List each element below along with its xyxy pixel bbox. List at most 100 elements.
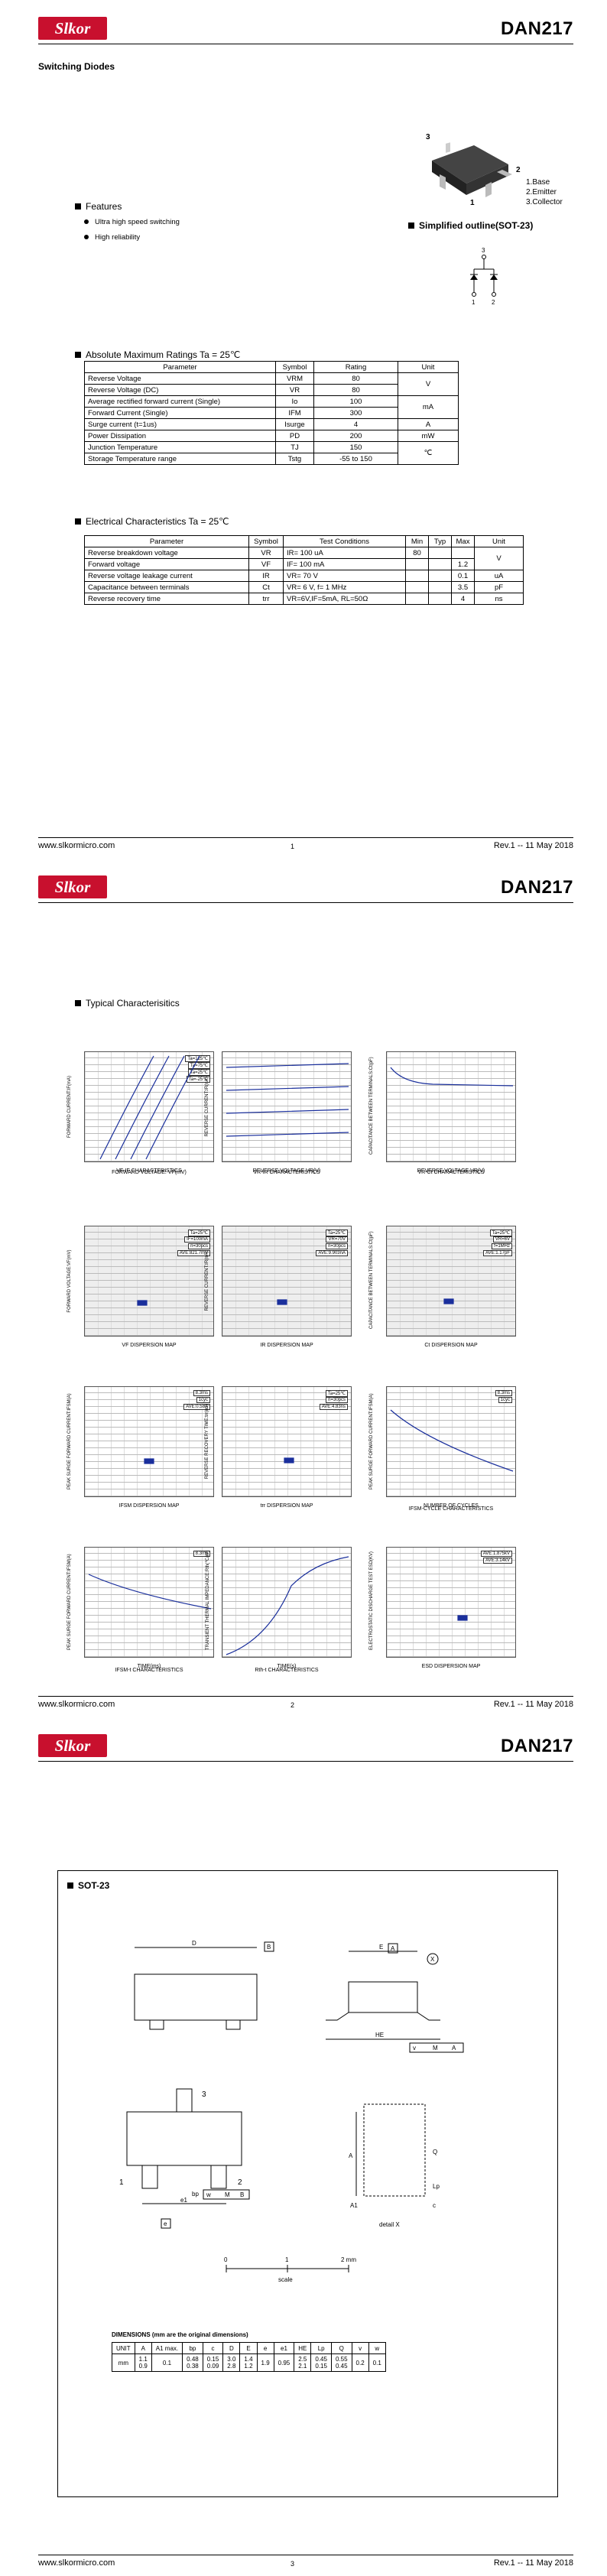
footer-url[interactable]: www.slkormicro.com [38,2558,115,2568]
chart-caption: TIME(s) [277,1664,297,1669]
svg-text:M: M [433,2045,438,2051]
dim-value: 2.5 2.1 [294,2353,312,2372]
page-1: Slkor DAN217 Switching Diodes 3 2 1 1.Ba… [0,0,607,859]
feature-item: High reliability [84,233,140,242]
table-header-row: Parameter Symbol Test Conditions Min Typ Max U… [84,535,524,547]
chart-annotation: 1cyc [196,1397,210,1403]
svg-text:D: D [192,1940,196,1947]
dim-header: v [351,2342,369,2354]
table-row: Forward voltage VF IF= 100 mA 1.2 [84,558,524,570]
chart-annotation: Ta=25℃ [187,1069,210,1076]
chart-curve [390,1067,514,1087]
chart-curve [88,1574,212,1610]
dim-value: mm [112,2353,135,2372]
page-3: Slkor DAN217 SOT-23 D B E A X HE v M A 3 1… [0,1717,607,2576]
typical-chart: AVE:1.875kV AVE:3.14kV [386,1547,516,1658]
chart-annotation: AVE:1.875kV [480,1551,512,1557]
th: Rating [313,361,398,373]
chart-annotation: 8.3ms [495,1390,512,1396]
chart-caption: REVERSE VOLTAGE VR(V) [417,1168,485,1174]
chart-ylabel: CAPACITANCE BETWEEN TERMINALS:Ct(pF) [369,1231,374,1329]
dim-header: UNIT [112,2342,135,2354]
svg-text:e: e [164,2220,167,2227]
chart-curve [284,1457,294,1463]
chart-caption: NUMBER OF CYCLES [424,1503,479,1509]
amr-heading: Absolute Maximum Ratings Ta = 25℃ [75,349,240,360]
svg-text:3: 3 [202,2090,206,2099]
chart-curve [443,1298,454,1304]
chart-annotation: Ta=25℃ [325,1390,348,1397]
footer-url[interactable]: www.slkormicro.com [38,841,115,850]
chart-ylabel: PEAK SURGE FORWARD CURRENT:IFSM(A) [67,1554,72,1650]
chart-ylabel: REVERSE CURRENT:IR(nA) [205,1251,209,1311]
page-footer: www.slkormicro.com 2 Rev.1 -- 11 May 201… [38,1696,573,1711]
dim-value: 0.1 [368,2353,386,2372]
table-row: Surge current (t=1us) Isurge 4 A [84,418,459,430]
dim-header: c [202,2342,224,2354]
chart-annotation: Ta=25℃ [187,1230,210,1236]
chart-caption: VF-IF CHARACTERISTICS [116,1168,182,1174]
dim-value: 1.9 [256,2353,274,2372]
page-number: 1 [291,843,295,850]
package-heading: SOT-23 [67,1880,109,1891]
table-row: Reverse voltage leakage current IR VR= 70 … [84,570,524,582]
dim-header: D [222,2342,241,2354]
chart-ylabel: CAPACITANCE BETWEEN TERMINALS:Ct(pF) [369,1057,374,1155]
typical-chart [222,1547,352,1658]
dim-value: 0.48 0.38 [182,2353,203,2372]
svg-text:2: 2 [492,299,495,306]
chart-curve [457,1615,468,1621]
svg-text:Q: Q [433,2149,437,2155]
chart-annotation: Ta=25℃ [325,1230,348,1236]
chart-annotation: Ta=75℃ [187,1062,210,1069]
page-header: Slkor DAN217 [38,12,573,44]
chart-annotation: 8.3ms [193,1390,210,1396]
svg-text:c: c [433,2202,436,2209]
dim-header: A1 max. [151,2342,183,2354]
typical-chart: 8.3ms 1cyc [386,1386,516,1497]
chart-annotation: AVE:9.903nA [316,1250,348,1256]
pin-item: 2.Emitter [526,188,557,197]
svg-text:B: B [267,1944,271,1951]
dim-value: 0.95 [273,2353,295,2372]
svg-text:A: A [391,1945,395,1952]
svg-text:v: v [413,2045,416,2051]
abs-max-table: Parameter Symbol Rating Unit Reverse Voltag… [84,361,459,465]
feature-item: Ultra high speed switching [84,218,180,226]
chart-caption: IR DISPERSION MAP [260,1343,313,1348]
chart-ylabel: PEAK SURGE FORWARD CURRENT:IFSM(A) [67,1393,72,1489]
pin-item: 3.Collector [526,198,563,206]
brand-logo: Slkor [38,875,107,898]
revision: Rev.1 -- 11 May 2018 [493,2558,573,2568]
brand-logo: Slkor [38,17,107,40]
svg-text:3: 3 [482,247,485,254]
chart-curve [277,1299,287,1305]
chart-annotation: AVE:4.83ns [319,1404,348,1410]
dimensions-title: DIMENSIONS (mm are the original dimensio… [112,2331,248,2338]
elec-char-table: Parameter Symbol Test Conditions Min Typ Max U… [84,535,524,605]
page-2: Slkor DAN217 Typical Characterisitics Ta… [0,859,607,1717]
page-header: Slkor DAN217 [38,1730,573,1762]
svg-text:1: 1 [472,299,476,306]
bullet-icon [84,219,89,224]
dim-header: HE [294,2342,312,2354]
typical-chart: Ta=25℃ IF=100mA n=30pcs AVE:821.7mV [84,1226,214,1337]
chart-annotation: n=30pcs [188,1243,210,1249]
chart-ylabel: FORWARD CURRENT:IF(mA) [67,1076,72,1138]
chart-ylabel: REVERSE RECOVERY TIME:trr(ns) [205,1404,209,1480]
table-row: Reverse breakdown voltage VR IR= 100 uA 80 V [84,547,524,570]
revision: Rev.1 -- 11 May 2018 [493,1700,573,1709]
table-row: Reverse recovery time trr VR=6V,IF=5mA, RL… [84,593,524,605]
footer-url[interactable]: www.slkormicro.com [38,1700,115,1709]
chart-curve [137,1300,148,1306]
th: Parameter [84,361,276,373]
dim-header: A [134,2342,152,2354]
dim-value: 1.1 0.9 [134,2353,152,2372]
chart-ylabel: REVERSE CURRENT:IR(nA) [205,1077,209,1137]
chart-annotation: 1cyc [498,1397,512,1403]
dim-value: 0.2 [351,2353,369,2372]
page-number: 2 [291,1701,295,1709]
typical-chart: 8.3ms [84,1547,214,1658]
